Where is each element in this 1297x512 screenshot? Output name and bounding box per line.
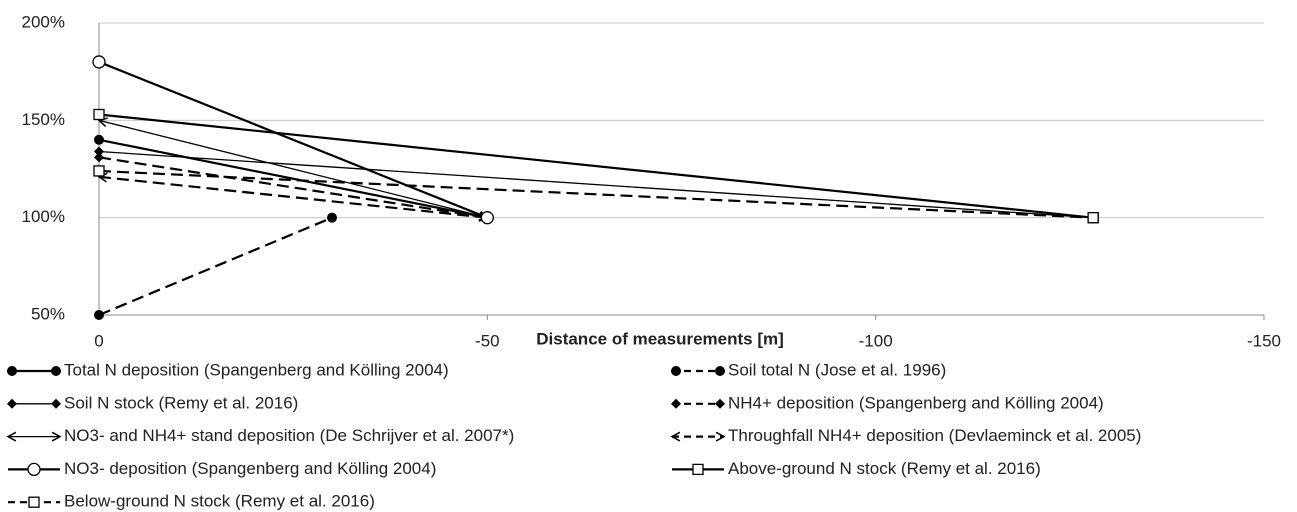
- legend-marker: [715, 431, 726, 442]
- marker: [93, 108, 105, 121]
- legend-label: Below-ground N stock (Remy et al. 2016): [64, 492, 375, 511]
- series-line: [98, 119, 488, 219]
- series-line: [98, 216, 333, 317]
- x-tick-label: -50: [475, 331, 500, 350]
- marker: [94, 146, 104, 157]
- legend-marker: [715, 366, 725, 376]
- legend-marker: [51, 431, 62, 442]
- legend-marker: [7, 366, 17, 376]
- marker: [94, 310, 104, 320]
- marker: [94, 152, 104, 163]
- legend-marker: [7, 398, 17, 409]
- legend-marker: [27, 462, 41, 477]
- legend-label: NO3- deposition (Spangenberg and Kölling…: [64, 459, 436, 478]
- y-tick-label: 150%: [22, 110, 65, 129]
- y-tick-label: 50%: [31, 304, 65, 323]
- legend-marker: [6, 431, 17, 442]
- x-tick-label: -100: [859, 331, 893, 350]
- legend-label: Soil N stock (Remy et al. 2016): [64, 393, 298, 412]
- legend-label: Total N deposition (Spangenberg and Köll…: [64, 360, 449, 379]
- series-line: [98, 169, 1094, 219]
- marker: [92, 55, 106, 69]
- x-tick-label: 0: [94, 331, 103, 350]
- series-line: [98, 60, 488, 219]
- legend-marker: [28, 496, 40, 508]
- marker: [480, 211, 494, 225]
- series-line: [98, 156, 488, 219]
- series-line: [98, 113, 1094, 219]
- marker: [1087, 212, 1099, 224]
- legend-marker: [671, 398, 681, 409]
- y-tick-label: 200%: [22, 12, 65, 31]
- legend-label: Above-ground N stock (Remy et al. 2016): [728, 459, 1041, 478]
- legend-marker: [692, 463, 704, 476]
- x-tick-label: -150: [1247, 331, 1281, 350]
- legend-label: NH4+ deposition (Spangenberg and Kölling…: [728, 393, 1104, 412]
- x-axis-title: Distance of measurements [m]: [536, 329, 784, 348]
- legend-label: Throughfall NH4+ deposition (Devlaeminck…: [728, 426, 1141, 445]
- legend-marker: [671, 366, 681, 376]
- marker: [93, 165, 105, 177]
- marker: [97, 117, 108, 127]
- y-tick-label: 100%: [22, 207, 65, 226]
- legend-marker: [51, 398, 61, 409]
- series-line: [98, 150, 1094, 219]
- marker: [327, 212, 337, 223]
- series-line: [98, 175, 488, 219]
- legend-label: Soil total N (Jose et al. 1996): [728, 360, 946, 379]
- series-line: [98, 138, 488, 219]
- legend-label: NO3- and NH4+ stand deposition (De Schri…: [64, 426, 514, 445]
- legend-marker: [51, 366, 61, 376]
- marker: [94, 134, 104, 145]
- legend-marker: [715, 398, 725, 409]
- legend-marker: [670, 431, 681, 442]
